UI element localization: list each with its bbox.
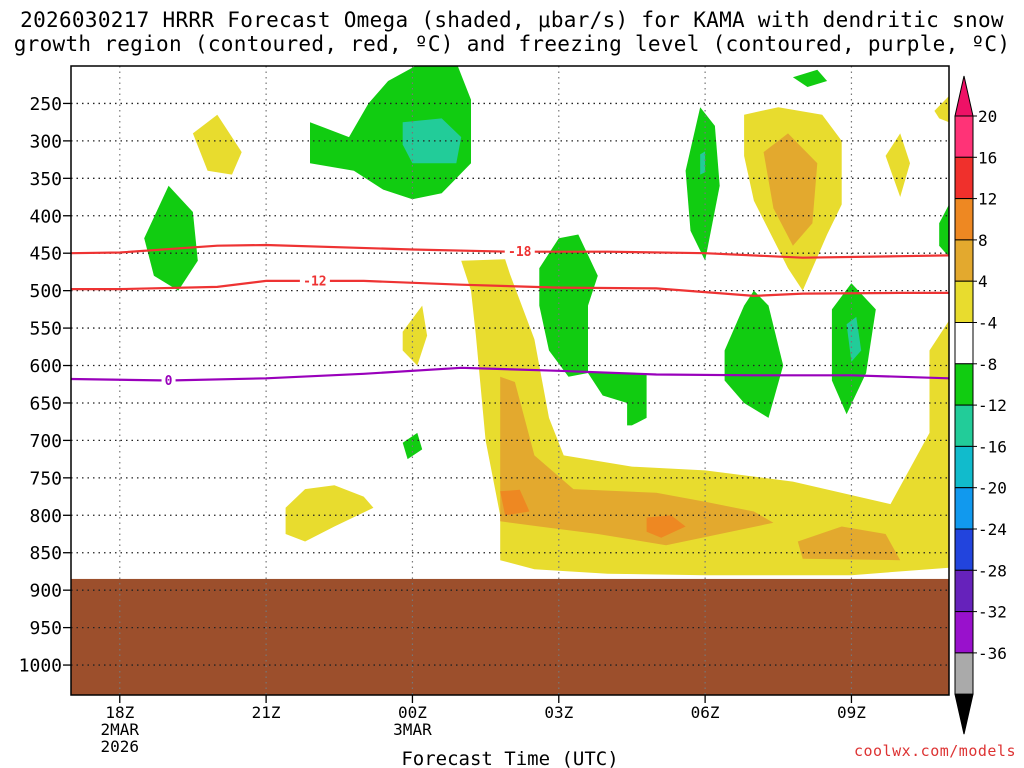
omega-region-3 xyxy=(402,118,462,164)
y-tick-label-400: 400 xyxy=(29,206,62,227)
colorbar-bin-9 xyxy=(954,487,974,530)
y-tick-label-450: 450 xyxy=(29,244,62,265)
omega-region-21 xyxy=(885,133,910,197)
x-tick-label-6-1: 3MAR xyxy=(393,720,432,739)
contour-freezing xyxy=(71,366,949,382)
plot-frame xyxy=(70,65,950,696)
colorbar-bin-2 xyxy=(954,198,974,241)
y-tick-label-1000: 1000 xyxy=(19,656,62,677)
colorbar-bottom-arrow xyxy=(954,693,974,735)
omega-region-1 xyxy=(192,114,242,175)
colorbar-bin-11 xyxy=(954,569,974,613)
y-tick-label-750: 750 xyxy=(29,468,62,489)
chart-title: 2026030217 HRRR Forecast Omega (shaded, … xyxy=(0,8,1024,56)
colorbar-label-11: -28 xyxy=(978,561,1007,580)
ground-below-surface xyxy=(71,578,949,695)
y-tick-label-950: 950 xyxy=(29,618,62,639)
omega-region-2 xyxy=(310,66,471,200)
x-tick-label-12-0: 06Z xyxy=(691,703,720,722)
ground-layer xyxy=(71,578,949,695)
colorbar-bin-5 xyxy=(954,322,974,365)
contour-minus12 xyxy=(71,279,949,298)
omega-region-0 xyxy=(144,185,198,291)
y-tick-label-250: 250 xyxy=(29,94,62,115)
colorbar-label-8: -16 xyxy=(978,437,1007,456)
x-tick-label-6-0: 00Z xyxy=(398,703,427,722)
colorbar-label-0: 20 xyxy=(978,107,997,126)
omega-region-14 xyxy=(685,107,720,261)
colorbar-label-5: -4 xyxy=(978,314,997,333)
omega-region-16 xyxy=(724,290,784,418)
colorbar-bin-10 xyxy=(954,528,974,571)
colorbar-label-7: -12 xyxy=(978,396,1007,415)
y-tick-label-900: 900 xyxy=(29,581,62,602)
contour-label-freezing: 0 xyxy=(165,374,173,389)
credit-link[interactable]: coolwx.com/models xyxy=(853,742,1016,760)
x-tick-label-9-0: 03Z xyxy=(544,703,573,722)
colorbar-label-9: -20 xyxy=(978,479,1007,498)
contour-label-bg-minus18 xyxy=(504,244,535,259)
y-tick-label-800: 800 xyxy=(29,506,62,527)
y-tick-label-850: 850 xyxy=(29,543,62,564)
y-tick-label-650: 650 xyxy=(29,393,62,414)
omega-region-5 xyxy=(500,376,774,546)
omega-shading xyxy=(144,66,949,576)
colorbar-top-arrow xyxy=(954,75,974,117)
colorbar-bin-0 xyxy=(954,115,974,158)
omega-region-12 xyxy=(539,234,598,377)
title-line-1: 2026030217 HRRR Forecast Omega (shaded, … xyxy=(20,8,1004,32)
omega-region-9 xyxy=(285,485,374,542)
x-tick-label-15-0: 09Z xyxy=(837,703,866,722)
colorbar-bin-3 xyxy=(954,239,974,282)
contour-label-bg-minus12 xyxy=(299,273,330,288)
colorbar-bin-13 xyxy=(954,652,974,695)
x-tick-label-0-2: 2026 xyxy=(101,737,140,756)
colorbar: 20 16 12 8 4 -4 -8 -12 -16 -20 -24 -28 -32 -36 xyxy=(954,75,1007,735)
y-tick-label-700: 700 xyxy=(29,431,62,452)
omega-region-13 xyxy=(588,373,647,426)
omega-region-6 xyxy=(797,526,901,561)
colorbar-label-6: -8 xyxy=(978,355,997,374)
colorbar-bin-12 xyxy=(954,611,974,654)
axes: 250 300 350 400 450 500 550 600 650 700 750 800 850 9… xyxy=(19,94,867,756)
omega-region-22 xyxy=(792,69,828,87)
temperature-contours: -18 -12 0 xyxy=(71,243,949,389)
colorbar-bin-1 xyxy=(954,156,974,200)
y-tick-label-600: 600 xyxy=(29,356,62,377)
omega-region-10 xyxy=(402,305,428,366)
colorbar-label-3: 8 xyxy=(978,231,988,250)
colorbar-label-10: -24 xyxy=(978,520,1007,539)
colorbar-bin-6 xyxy=(954,363,974,406)
omega-region-18 xyxy=(763,133,818,246)
x-tick-label-0-1: 2MAR xyxy=(101,720,140,739)
colorbar-label-4: 4 xyxy=(978,272,988,291)
x-tick-label-3-0: 21Z xyxy=(252,703,281,722)
contour-label-bg-freezing xyxy=(161,373,176,388)
omega-region-7 xyxy=(500,489,530,516)
colorbar-bin-7 xyxy=(954,404,974,447)
y-tick-label-300: 300 xyxy=(29,131,62,152)
x-axis-label: Forecast Time (UTC) xyxy=(401,748,618,768)
omega-region-8 xyxy=(646,515,686,538)
colorbar-bin-8 xyxy=(954,445,974,489)
colorbar-label-1: 16 xyxy=(978,148,997,167)
y-tick-label-500: 500 xyxy=(29,281,62,302)
x-tick-label-0-0: 18Z xyxy=(105,703,134,722)
y-tick-label-550: 550 xyxy=(29,319,62,340)
contour-label-minus18: -18 xyxy=(508,245,532,260)
colorbar-label-13: -36 xyxy=(978,644,1007,663)
colorbar-label-2: 12 xyxy=(978,190,997,209)
y-tick-label-350: 350 xyxy=(29,169,62,190)
omega-region-15 xyxy=(700,151,706,175)
grid-lines xyxy=(71,66,949,695)
omega-region-23 xyxy=(934,96,949,123)
colorbar-bin-4 xyxy=(954,280,974,324)
contour-label-minus12: -12 xyxy=(303,274,326,289)
omega-region-24 xyxy=(939,204,949,257)
title-line-2: growth region (contoured, red, ºC) and f… xyxy=(13,32,1011,56)
colorbar-label-12: -32 xyxy=(978,603,1007,622)
